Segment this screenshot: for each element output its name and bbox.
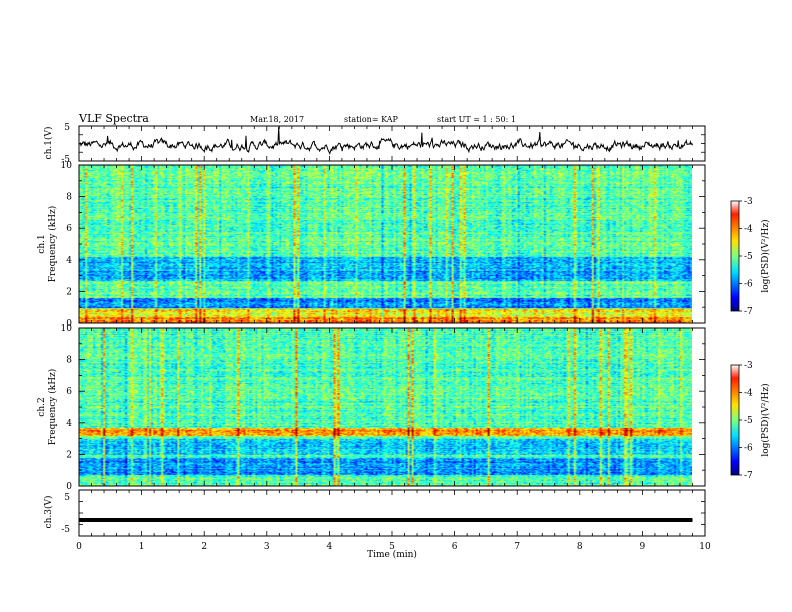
ch1-xticks	[78, 125, 706, 162]
station-label: station= KAP	[344, 115, 399, 124]
time-axis-tick-labels: 0 1 2 3 4 5 6 7 8 9 10	[76, 542, 711, 552]
ch1-colorbar-ticks: -3 -4 -5 -6 -7	[739, 197, 753, 317]
frequency-tick-label: 10	[61, 161, 73, 171]
time-tick-label: 0	[76, 542, 82, 552]
ch2-spectrogram-image	[79, 328, 692, 486]
figure-title: VLF Spectra	[78, 112, 149, 125]
ch3-ytick-top: 5	[64, 493, 70, 503]
time-tick-label: 1	[139, 542, 145, 552]
time-tick-label: 2	[201, 542, 207, 552]
ch2-colorbar: log(PSD)(V²/Hz) -3 -4 -5 -6 -7	[730, 361, 771, 481]
ch2-colorbar-label: log(PSD)(V²/Hz)	[760, 383, 771, 456]
start-ut-label: start UT = 1 : 50: 1	[437, 115, 516, 124]
frequency-tick-label: 2	[66, 450, 72, 460]
colorbar-tick-label: -3	[744, 197, 753, 207]
frequency-tick-label: 4	[66, 256, 72, 266]
colorbar-tick-label: -4	[744, 389, 753, 399]
colorbar-tick-label: -3	[744, 361, 753, 371]
ch2-spectrogram-ylabel: Frequency (kHz)	[47, 369, 58, 446]
ch1-spectrogram-panel: ch.1 Frequency (kHz) 0 2 4 6 8 10	[37, 161, 706, 329]
ch1-spectrogram-ylabel: Frequency (kHz)	[47, 206, 58, 283]
time-tick-label: 6	[452, 542, 458, 552]
ch1-spectrogram-yticks: 0 2 4 6 8 10	[61, 161, 705, 329]
frequency-tick-label: 6	[66, 224, 72, 234]
ch1-spectrogram-xticks	[78, 165, 706, 323]
colorbar-tick-label: -6	[744, 444, 753, 454]
ch2-colorbar-ticks: -3 -4 -5 -6 -7	[739, 361, 753, 481]
ch3-ylabel: ch.3(V)	[43, 496, 54, 529]
ch3-xticks	[78, 489, 706, 537]
frequency-tick-label: 6	[66, 387, 72, 397]
colorbar-tick-label: -7	[744, 471, 753, 481]
ch2-spectrogram-xticks	[78, 328, 706, 486]
frequency-tick-label: 2	[66, 287, 72, 297]
frequency-tick-label: 4	[66, 419, 72, 429]
time-tick-label: 10	[699, 542, 711, 552]
ch1-ylabel: ch.1(V)	[43, 127, 54, 160]
frequency-tick-label: 0	[66, 482, 72, 492]
time-tick-label: 8	[577, 542, 583, 552]
ch1-ytick-top: 5	[64, 123, 70, 133]
ch1-waveform-panel: ch.1(V) 5 -5	[43, 123, 706, 165]
time-tick-label: 3	[264, 542, 270, 552]
ch2-spectrogram-channel-label: ch.2	[37, 397, 47, 416]
time-tick-label: 7	[514, 542, 520, 552]
date-label: Mar.18, 2017	[250, 115, 304, 124]
frequency-tick-label: 8	[66, 193, 72, 203]
colorbar-tick-label: -7	[744, 307, 753, 317]
ch1-spectrogram-channel-label: ch.1	[37, 234, 47, 253]
ch1-waveform-line	[78, 126, 693, 156]
ch2-spectrogram-yticks: 0 2 4 6 8 10	[61, 324, 705, 492]
ch1-colorbar: log(PSD)(V²/Hz) -3 -4 -5 -6 -7	[730, 197, 771, 317]
ch3-ytick-bottom: -5	[61, 525, 70, 535]
time-axis-label: Time (min)	[367, 549, 417, 560]
time-tick-label: 4	[327, 542, 333, 552]
ch3-waveform-panel: ch.3(V) 5 -5 0 1 2 3 4 5 6 7 8 9 10 Time (min)	[43, 489, 711, 560]
frequency-tick-label: 10	[61, 324, 73, 334]
ch2-spectrogram-panel: ch.2 Frequency (kHz) 0 2 4 6 8 10	[37, 324, 706, 492]
time-tick-label: 9	[640, 542, 646, 552]
colorbar-tick-label: -5	[744, 416, 753, 426]
colorbar-tick-label: -5	[744, 252, 753, 262]
colorbar-tick-label: -4	[744, 225, 753, 235]
ch1-colorbar-label: log(PSD)(V²/Hz)	[760, 219, 771, 292]
colorbar-tick-label: -6	[744, 280, 753, 290]
ch1-spectrogram-image	[79, 165, 692, 323]
frequency-tick-label: 8	[66, 356, 72, 366]
time-tick-label: 5	[389, 542, 395, 552]
ch1-ytick-bottom: -5	[61, 155, 70, 165]
frequency-tick-label: 0	[66, 319, 72, 329]
